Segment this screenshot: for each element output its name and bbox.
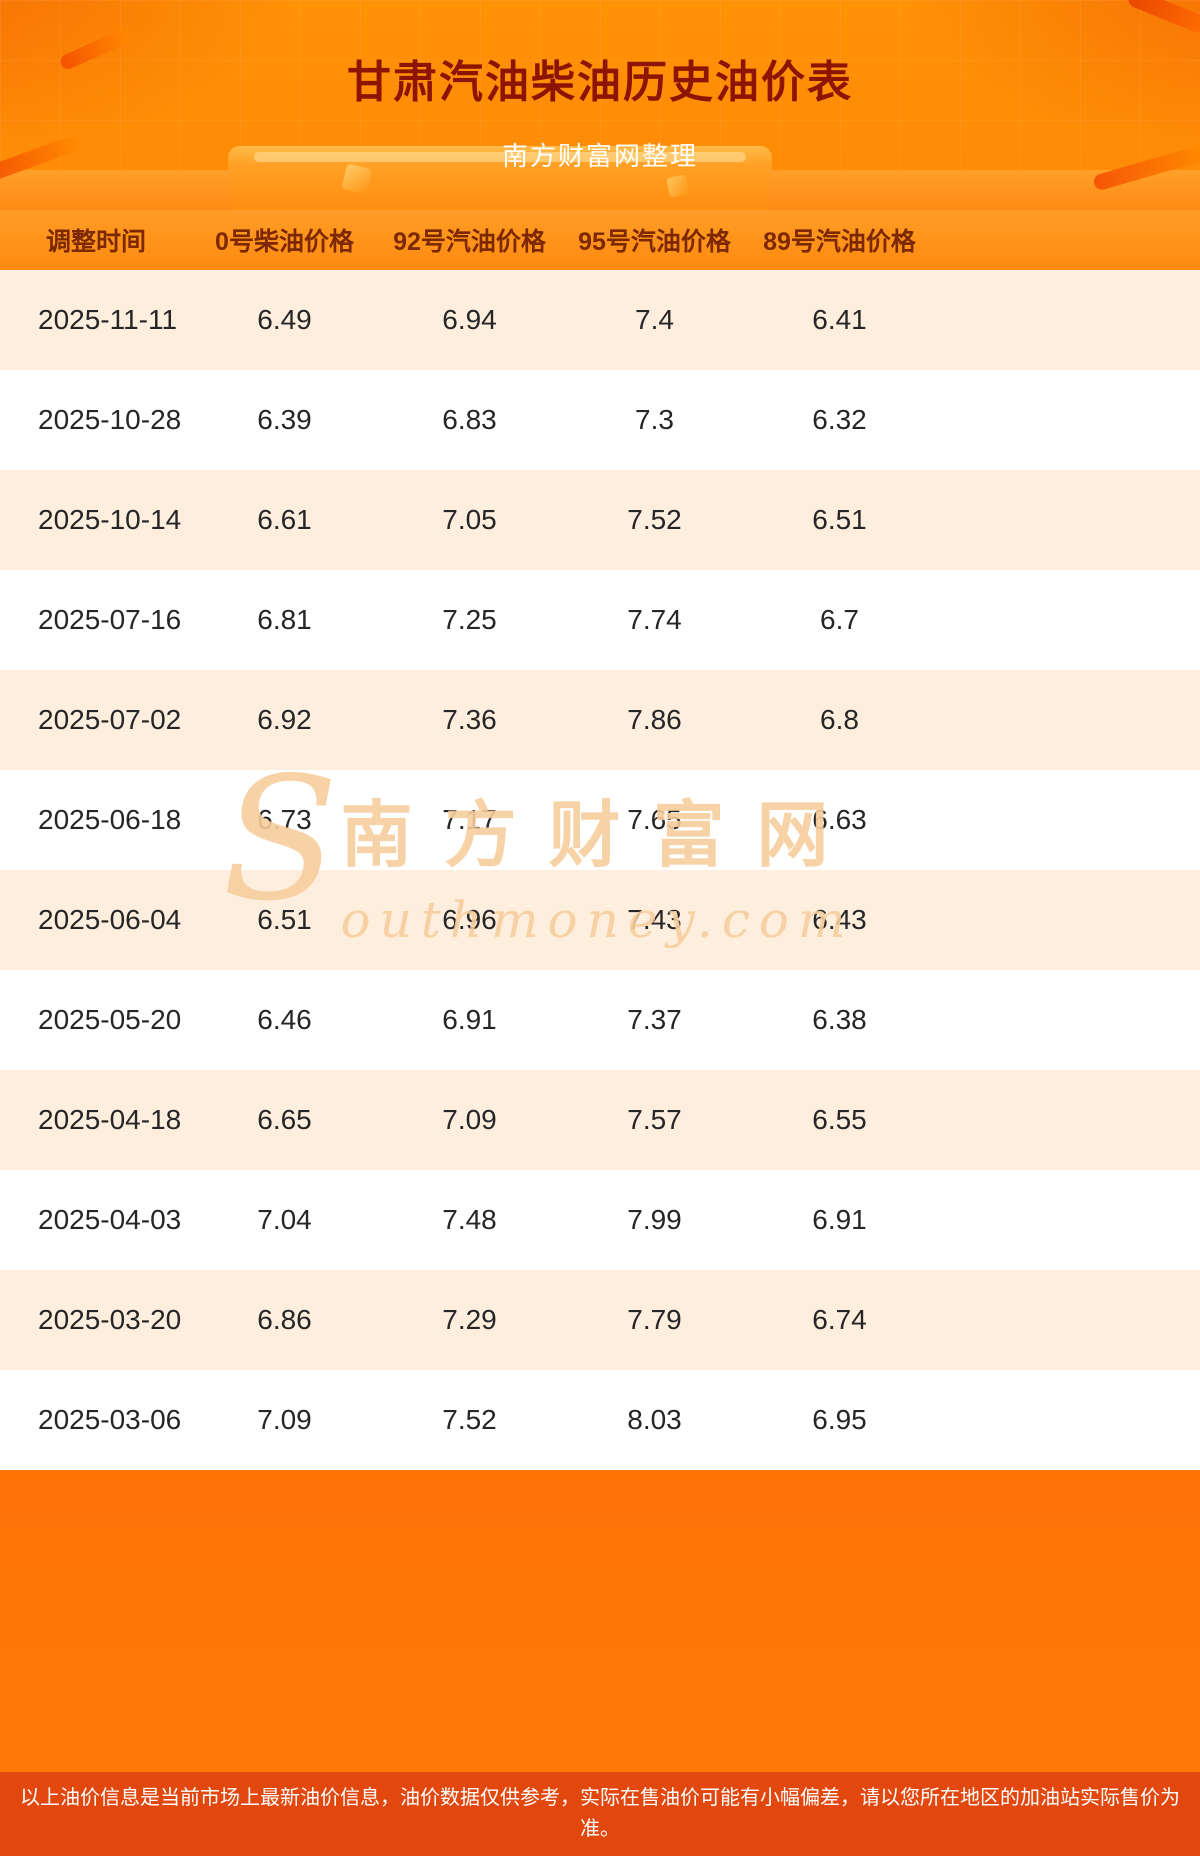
podium-decoration-left [0,170,232,214]
price-cell: 7.4 [635,304,674,335]
price-cell: 7.37 [627,1004,682,1035]
date-cell: 2025-10-14 [38,504,182,535]
date-cell: 2025-11-11 [38,304,178,335]
price-cell: 6.94 [442,304,497,335]
price-cell: 6.61 [257,504,312,535]
date-cell: 2025-04-03 [38,1204,182,1235]
footer-bar: 以上油价信息是当前市场上最新油价信息，油价数据仅供参考，实际在售油价可能有小幅偏… [0,1772,1200,1856]
date-cell: 2025-03-20 [38,1304,182,1335]
column-header: 95号汽油价格 [578,228,731,256]
price-cell: 6.73 [257,804,312,835]
date-cell: 2025-07-02 [38,704,182,735]
table-row: 2025-10-28 6.39 6.83 7.3 6.32 [0,370,1200,470]
price-cell: 7.65 [627,804,682,835]
price-cell: 6.96 [442,904,497,935]
price-cell: 6.91 [812,1204,867,1235]
price-cell: 6.51 [257,904,312,935]
page-title: 甘肃汽油柴油历史油价表 [347,58,853,107]
price-cell: 7.86 [627,704,682,735]
price-cell: 6.7 [820,604,859,635]
column-header: 92号汽油价格 [393,228,546,256]
price-cell: 7.09 [257,1404,312,1435]
price-cell: 7.79 [627,1304,682,1335]
table-row: 2025-07-02 6.92 7.36 7.86 6.8 [0,670,1200,770]
price-cell: 6.41 [812,304,867,335]
table-row: 2025-07-16 6.81 7.25 7.74 6.7 [0,570,1200,670]
price-cell: 6.38 [812,1004,867,1035]
date-cell: 2025-10-28 [38,404,182,435]
price-cell: 6.91 [442,1004,497,1035]
cube-decoration [666,174,690,198]
date-cell: 2025-06-18 [38,804,182,835]
table-row: 2025-06-04 6.51 6.96 7.43 6.43 [0,870,1200,970]
price-cell: 7.3 [635,404,674,435]
table-row: 2025-06-18 6.73 7.17 7.65 6.63 [0,770,1200,870]
price-cell: 6.83 [442,404,497,435]
price-cell: 6.43 [812,904,867,935]
table-row: 2025-11-11 6.49 6.94 7.4 6.41 [0,270,1200,370]
price-cell: 6.8 [820,704,859,735]
price-cell: 6.81 [257,604,312,635]
column-header: 0号柴油价格 [215,228,354,256]
date-cell: 2025-03-06 [38,1404,182,1435]
price-cell: 7.43 [627,904,682,935]
price-cell: 6.63 [812,804,867,835]
price-cell: 7.57 [627,1104,682,1135]
price-cell: 7.74 [627,604,682,635]
price-cell: 7.99 [627,1204,682,1235]
table-header-row: 调整时间 0号柴油价格 92号汽油价格 95号汽油价格 89号汽油价格 [0,210,1200,270]
price-cell: 7.05 [442,504,497,535]
price-cell: 6.51 [812,504,867,535]
price-cell: 6.49 [257,304,312,335]
table-row: 2025-05-20 6.46 6.91 7.37 6.38 [0,970,1200,1070]
price-cell: 7.52 [627,504,682,535]
price-cell: 7.04 [257,1204,312,1235]
price-cell: 6.74 [812,1304,867,1335]
page-subtitle: 南方财富网整理 [501,141,698,171]
price-cell: 7.36 [442,704,497,735]
price-cell: 6.55 [812,1104,867,1135]
price-cell: 6.86 [257,1304,312,1335]
price-cell: 7.17 [442,804,497,835]
price-cell: 7.29 [442,1304,497,1335]
column-header: 调整时间 [45,228,146,256]
date-cell: 2025-07-16 [38,604,182,635]
price-cell: 6.46 [257,1004,312,1035]
column-header: 89号汽油价格 [763,228,916,256]
price-cell: 6.65 [257,1104,312,1135]
price-cell: 7.52 [442,1404,497,1435]
price-cell: 8.03 [627,1404,682,1435]
date-cell: 2025-06-04 [38,904,182,935]
table-row: 2025-10-14 6.61 7.05 7.52 6.51 [0,470,1200,570]
price-cell: 6.32 [812,404,867,435]
price-cell: 6.39 [257,404,312,435]
date-cell: 2025-04-18 [38,1104,182,1135]
price-cell: 7.48 [442,1204,497,1235]
price-cell: 7.09 [442,1104,497,1135]
price-cell: 6.92 [257,704,312,735]
price-cell: 6.95 [812,1404,867,1435]
footer-note: 以上油价信息是当前市场上最新油价信息，油价数据仅供参考，实际在售油价可能有小幅偏… [20,1787,1180,1840]
table-row: 2025-04-18 6.65 7.09 7.57 6.55 [0,1070,1200,1170]
price-cell: 7.25 [442,604,497,635]
table-row: 2025-03-20 6.86 7.29 7.79 6.74 [0,1270,1200,1370]
table-body: 2025-11-11 6.49 6.94 7.4 6.41 2025-10-28 6.39 6… [0,270,1200,1470]
table-row: 2025-03-06 7.09 7.52 8.03 6.95 [0,1370,1200,1470]
table-row: 2025-04-03 7.04 7.48 7.99 6.91 [0,1170,1200,1270]
date-cell: 2025-05-20 [38,1004,182,1035]
